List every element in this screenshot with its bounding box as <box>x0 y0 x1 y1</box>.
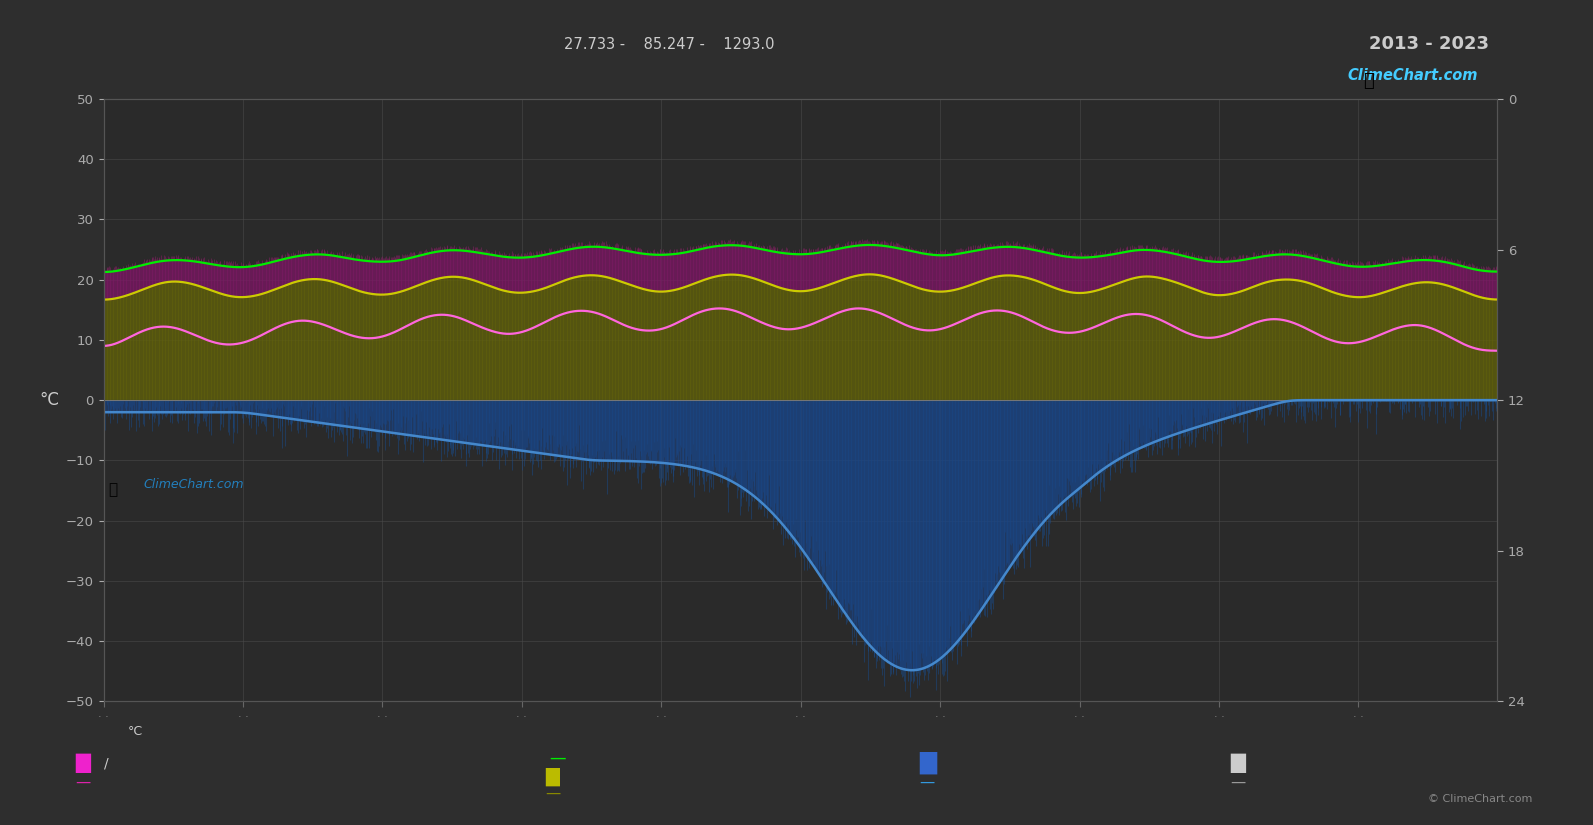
Text: █: █ <box>75 753 89 773</box>
Text: 🌍: 🌍 <box>108 483 118 497</box>
Text: —: — <box>919 775 935 790</box>
Text: ClimeChart.com: ClimeChart.com <box>1348 68 1478 82</box>
Text: —: — <box>75 775 91 790</box>
Text: —: — <box>545 786 561 801</box>
Text: /: / <box>104 757 108 770</box>
Text: █: █ <box>919 752 937 775</box>
Text: ClimeChart.com: ClimeChart.com <box>143 478 244 492</box>
Text: 🌍: 🌍 <box>1364 72 1375 90</box>
Text: 2013 - 2023: 2013 - 2023 <box>1370 35 1489 53</box>
Y-axis label: °C: °C <box>40 391 59 409</box>
Text: 27.733 -    85.247 -    1293.0: 27.733 - 85.247 - 1293.0 <box>564 37 774 52</box>
Text: —: — <box>1230 775 1246 790</box>
Text: © ClimeChart.com: © ClimeChart.com <box>1427 794 1532 804</box>
Text: °C: °C <box>127 725 142 738</box>
Text: █: █ <box>545 768 559 786</box>
Text: █: █ <box>1230 753 1244 773</box>
Text: —: — <box>550 748 566 766</box>
